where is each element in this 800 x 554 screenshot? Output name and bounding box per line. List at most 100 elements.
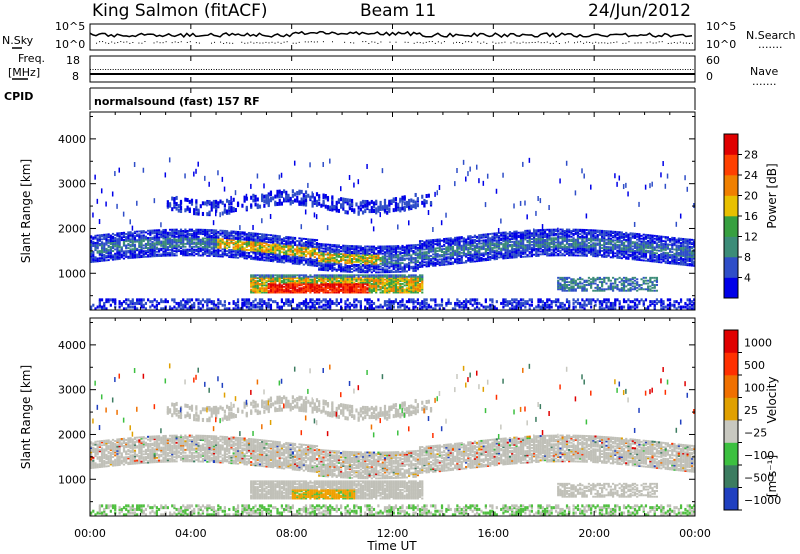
power-cell	[184, 237, 187, 240]
power-cell	[309, 284, 312, 287]
power-cell	[307, 246, 310, 249]
power-cell	[350, 265, 354, 268]
power-cell	[206, 298, 209, 302]
power-cell	[120, 239, 123, 242]
power-cell	[252, 300, 255, 304]
power-cell	[361, 248, 365, 251]
power-cell	[261, 280, 264, 283]
power-cell	[136, 249, 139, 252]
power-cell	[335, 248, 338, 251]
power-cell	[179, 232, 183, 235]
power-cell	[197, 238, 200, 241]
power-cell	[291, 262, 294, 265]
power-cell	[304, 194, 308, 199]
power-cell	[193, 245, 196, 248]
power-cell	[366, 254, 369, 257]
power-cell	[171, 230, 174, 233]
power-cell	[164, 233, 167, 236]
power-cell	[100, 252, 104, 255]
power-cell	[129, 256, 132, 259]
power-cell	[331, 195, 334, 200]
power-cell	[287, 298, 290, 302]
power-cell	[212, 199, 216, 204]
power-cell	[131, 236, 134, 239]
power-cell	[340, 267, 343, 270]
power-cell	[177, 240, 180, 243]
power-cell	[177, 235, 180, 238]
power-cell	[190, 234, 194, 237]
power-cell	[298, 251, 301, 254]
power-cell	[190, 230, 194, 232]
power-cell	[355, 288, 358, 291]
power-cell	[269, 258, 273, 261]
power-cell	[432, 260, 435, 263]
power-cell	[263, 183, 265, 189]
power-cell	[313, 238, 316, 241]
power-cell	[513, 247, 516, 250]
power-cell	[282, 238, 286, 241]
power-cell	[100, 245, 104, 248]
power-cell	[153, 239, 156, 242]
power-cell	[340, 282, 343, 285]
power-cell	[186, 252, 189, 255]
power-cell	[250, 239, 253, 242]
power-cell	[348, 260, 351, 263]
power-cell	[307, 290, 310, 293]
power-cell	[265, 290, 268, 293]
power-cell	[193, 230, 196, 232]
power-cell	[125, 235, 128, 238]
power-cell	[350, 259, 354, 262]
power-cell	[298, 281, 301, 284]
power-cell	[111, 245, 115, 248]
power-cell	[256, 238, 259, 241]
power-cell	[364, 254, 367, 257]
power-cell	[482, 233, 485, 236]
power-cell	[182, 237, 185, 240]
power-cell	[206, 307, 209, 311]
power-cell	[90, 239, 93, 242]
power-cell	[364, 251, 367, 254]
power-cell	[201, 253, 205, 256]
power-cell	[247, 256, 251, 259]
power-cell	[166, 253, 169, 256]
power-cell	[261, 244, 264, 247]
power-cell	[245, 233, 248, 236]
power-cell	[397, 274, 400, 277]
power-cell	[190, 241, 194, 244]
power-cell	[243, 301, 246, 305]
power-cell	[221, 242, 224, 245]
power-cell	[195, 232, 198, 235]
power-cell	[267, 305, 270, 309]
power-cell	[276, 303, 279, 307]
power-cell	[355, 284, 358, 287]
power-cell	[291, 282, 294, 285]
power-cell	[465, 176, 467, 182]
power-cell	[340, 285, 343, 288]
power-cell	[175, 307, 178, 311]
power-cell	[315, 262, 319, 265]
power-cell	[107, 250, 110, 253]
power-cell	[267, 251, 270, 254]
power-cell	[291, 253, 294, 256]
power-cell	[344, 284, 347, 287]
power-cell	[230, 230, 233, 233]
power-cell	[144, 247, 148, 250]
power-cell	[344, 264, 347, 267]
power-cell	[397, 285, 400, 288]
power-cell	[304, 242, 308, 245]
power-cell	[278, 189, 281, 194]
power-cell	[168, 157, 171, 163]
power-cell	[263, 253, 266, 256]
power-cell	[329, 252, 332, 255]
power-cell	[307, 278, 310, 281]
power-cell	[230, 241, 233, 244]
power-cell	[272, 284, 275, 287]
power-cell	[300, 189, 303, 194]
power-cell	[265, 274, 268, 277]
power-cell	[103, 248, 106, 251]
power-cell	[129, 235, 132, 238]
power-cell	[118, 305, 121, 309]
power-cell	[300, 287, 303, 290]
power-cell	[250, 250, 253, 253]
power-cell	[370, 245, 373, 248]
